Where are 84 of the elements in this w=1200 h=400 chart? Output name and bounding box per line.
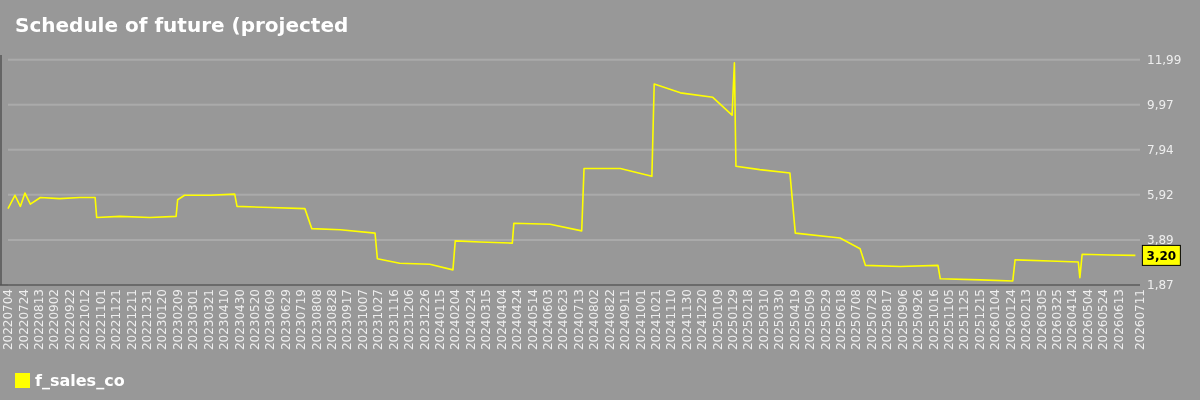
x-tick-label: 20220724 [16,289,31,351]
x-tick-label: 20221211 [124,289,139,351]
x-tick-label: 20250728 [864,289,879,351]
x-tick-label: 20250330 [772,289,787,351]
legend-label: f_sales_co [35,371,125,391]
x-tick-label: 20240603 [540,289,555,351]
x-tick-label: 20230120 [155,289,170,351]
x-tick-label: 20260124 [1003,289,1018,351]
x-tick-label: 20250509 [803,289,818,351]
x-tick-label: 20250310 [756,289,771,351]
x-tick-label: 20241110 [664,289,679,351]
x-tick-label: 20260325 [1049,289,1064,351]
y-tick-label: 3,89 [1147,233,1174,248]
y-tick-label: 7,94 [1147,143,1174,158]
x-tick-label: 20221121 [109,289,124,351]
x-tick-label: 20220922 [62,289,77,351]
x-tick-label: 20240623 [556,289,571,351]
x-tick-label: 20230808 [309,289,324,351]
x-tick-label: 20231226 [417,289,432,351]
x-tick-label: 20241130 [679,289,694,351]
x-tick-label: 20230209 [170,289,185,351]
x-tick-label: 20221012 [78,289,93,351]
x-tick-label: 20240424 [510,289,525,351]
x-tick-label: 20240514 [525,289,540,351]
x-tick-label: 20250817 [880,289,895,351]
x-tick-label: 20260613 [1111,289,1126,351]
x-tick-label: 20220704 [1,289,16,351]
x-tick-label: 20250218 [741,289,756,351]
x-tick-label: 20240404 [494,289,509,351]
x-tick-label: 20231206 [402,289,417,351]
x-tick-label: 20230410 [217,289,232,351]
x-tick-label: 20230828 [325,289,340,351]
y-tick-label: 9,97 [1147,97,1174,112]
x-tick-label: 20230321 [201,289,216,351]
x-tick-label: 20250926 [911,289,926,351]
x-tick-label: 20240315 [479,289,494,351]
x-tick-label: 20251016 [926,289,941,351]
x-tick-label: 20230719 [294,289,309,351]
x-tick-label: 20250419 [787,289,802,351]
x-tick-label: 20230520 [247,289,262,351]
x-tick-label: 20231027 [371,289,386,351]
x-tick-label: 20260504 [1080,289,1095,351]
x-tick-label: 20221101 [93,289,108,351]
x-tick-label: 20240224 [463,289,478,351]
x-tick-label: 20230430 [232,289,247,351]
x-tick-label: 20240802 [587,289,602,351]
x-tick-label: 20260414 [1065,289,1080,351]
x-tick-label: 20220813 [32,289,47,351]
x-tick-label: 20231116 [386,289,401,351]
chart-title: Schedule of future (projected [15,13,349,37]
x-tick-label: 20250109 [710,289,725,351]
x-tick-label: 20240204 [448,289,463,351]
x-tick-label: 20251125 [957,289,972,351]
line-series [7,61,1137,282]
x-tick-label: 20241001 [633,289,648,351]
x-tick-label: 20241021 [648,289,663,351]
x-tick-label: 20260711 [1133,289,1148,351]
x-tick-label: 20260524 [1096,289,1111,351]
x-tick-label: 20260305 [1034,289,1049,351]
x-tick-label: 20250129 [726,289,741,351]
x-tick-label: 20230301 [186,289,201,351]
x-tick-label: 20240713 [571,289,586,351]
annotation: 3,20 [1146,248,1177,263]
x-tick-label: 20230917 [340,289,355,351]
x-tick-label: 20250708 [849,289,864,351]
x-tick-label: 20250906 [895,289,910,351]
x-tick-label: 20231007 [355,289,370,351]
x-tick-label: 20240115 [433,289,448,351]
x-tick-label: 20220902 [47,289,62,351]
x-tick-label: 20250529 [818,289,833,351]
x-tick-label: 20251215 [972,289,987,351]
x-tick-label: 20221231 [140,289,154,351]
x-tick-label: 20241220 [695,289,710,351]
y-tick-label: 11,99 [1147,52,1182,67]
x-tick-label: 20240911 [618,289,633,351]
x-tick-label: 20251105 [941,289,956,351]
x-tick-label: 20260104 [988,289,1003,351]
x-tick-label: 20250618 [834,289,849,351]
x-tick-label: 20230629 [278,289,293,351]
y-tick-label: 1,87 [1147,278,1174,293]
y-tick-label: 5,92 [1147,188,1174,203]
x-tick-label: 20240822 [602,289,617,351]
x-tick-label: 20230609 [263,289,278,351]
x-tick-label: 20260213 [1019,289,1034,351]
